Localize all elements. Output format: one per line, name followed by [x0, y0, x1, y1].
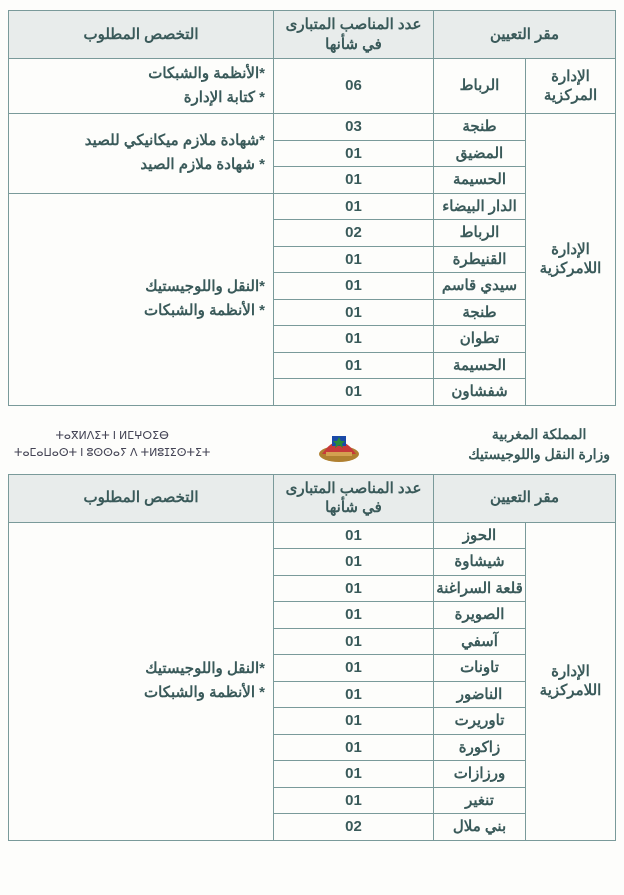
- count-cell: 01: [274, 140, 434, 167]
- country-name: المملكة المغربية: [468, 425, 610, 445]
- count-cell: 01: [274, 575, 434, 602]
- location-cell: الحوز: [434, 522, 526, 549]
- table-row: الإدارة اللامركزيةالحوز01*النقل واللوجيس…: [9, 522, 616, 549]
- location-cell: المضيق: [434, 140, 526, 167]
- spec-cell: *النقل واللوجيستيك* الأنظمة والشبكات: [9, 193, 274, 405]
- count-cell: 01: [274, 193, 434, 220]
- count-cell: 02: [274, 814, 434, 841]
- admin-cell: الإدارة المركزية: [526, 59, 616, 114]
- header-count: عدد المناصب المتبارى في شأنها: [274, 11, 434, 59]
- morocco-emblem-icon: [312, 424, 366, 466]
- location-cell: شيشاوة: [434, 549, 526, 576]
- count-cell: 01: [274, 761, 434, 788]
- count-cell: 01: [274, 522, 434, 549]
- location-cell: آسفي: [434, 628, 526, 655]
- location-cell: الحسيمة: [434, 167, 526, 194]
- location-cell: طنجة: [434, 114, 526, 141]
- spec-cell: *شهادة ملازم ميكانيكي للصيد* شهادة ملازم…: [9, 114, 274, 194]
- location-cell: تطوان: [434, 326, 526, 353]
- location-cell: سيدي قاسم: [434, 273, 526, 300]
- location-cell: الرباط: [434, 220, 526, 247]
- location-cell: القنيطرة: [434, 246, 526, 273]
- count-cell: 01: [274, 628, 434, 655]
- ministry-title-tifinagh: ⵜⴰⴳⵍⴷⵉⵜ ⵏ ⵍⵎⵖⵔⵉⴱ ⵜⴰⵎⴰⵡⴰⵙⵜ ⵏ ⵓⵙⵙⴰⵢ ⴷ ⵜⵍⵓⵊ…: [14, 428, 210, 461]
- location-cell: تاوريرت: [434, 708, 526, 735]
- positions-table-1: مقر التعيين عدد المناصب المتبارى في شأنه…: [8, 10, 616, 406]
- location-cell: الصويرة: [434, 602, 526, 629]
- spec-cell: *الأنظمة والشبكات* كتابة الإدارة: [9, 59, 274, 114]
- tifinagh-line-1: ⵜⴰⴳⵍⴷⵉⵜ ⵏ ⵍⵎⵖⵔⵉⴱ: [14, 428, 210, 445]
- location-cell: قلعة السراغنة: [434, 575, 526, 602]
- location-cell: تنغير: [434, 787, 526, 814]
- location-cell: الرباط: [434, 59, 526, 114]
- count-cell: 01: [274, 787, 434, 814]
- admin-cell: الإدارة اللامركزية: [526, 522, 616, 840]
- count-cell: 01: [274, 602, 434, 629]
- count-cell: 01: [274, 549, 434, 576]
- ministry-name: وزارة النقل واللوجيستيك: [468, 445, 610, 465]
- location-cell: شفشاون: [434, 379, 526, 406]
- location-cell: تاونات: [434, 655, 526, 682]
- ministry-header-band: المملكة المغربية وزارة النقل واللوجيستيك…: [8, 424, 616, 466]
- count-cell: 01: [274, 299, 434, 326]
- count-cell: 01: [274, 326, 434, 353]
- header-location: مقر التعيين: [434, 11, 616, 59]
- header-count: عدد المناصب المتبارى في شأنها: [274, 474, 434, 522]
- header-location: مقر التعيين: [434, 474, 616, 522]
- location-cell: ورزازات: [434, 761, 526, 788]
- spec-cell: *النقل واللوجيستيك* الأنظمة والشبكات: [9, 522, 274, 840]
- positions-table-2: مقر التعيين عدد المناصب المتبارى في شأنه…: [8, 474, 616, 841]
- count-cell: 01: [274, 167, 434, 194]
- location-cell: الحسيمة: [434, 352, 526, 379]
- location-cell: زاكورة: [434, 734, 526, 761]
- count-cell: 01: [274, 681, 434, 708]
- count-cell: 01: [274, 379, 434, 406]
- count-cell: 02: [274, 220, 434, 247]
- table-row: الإدارة المركزيةالرباط06*الأنظمة والشبكا…: [9, 59, 616, 114]
- location-cell: طنجة: [434, 299, 526, 326]
- admin-cell: الإدارة اللامركزية: [526, 114, 616, 406]
- header-spec: التخصص المطلوب: [9, 11, 274, 59]
- ministry-title-ar: المملكة المغربية وزارة النقل واللوجيستيك: [468, 425, 610, 464]
- location-cell: الدار البيضاء: [434, 193, 526, 220]
- header-spec: التخصص المطلوب: [9, 474, 274, 522]
- count-cell: 01: [274, 655, 434, 682]
- tifinagh-line-2: ⵜⴰⵎⴰⵡⴰⵙⵜ ⵏ ⵓⵙⵙⴰⵢ ⴷ ⵜⵍⵓⵊⵉⵙⵜⵉⵜ: [14, 445, 210, 462]
- table-row: الدار البيضاء01*النقل واللوجيستيك* الأنظ…: [9, 193, 616, 220]
- count-cell: 01: [274, 246, 434, 273]
- count-cell: 03: [274, 114, 434, 141]
- count-cell: 01: [274, 734, 434, 761]
- count-cell: 06: [274, 59, 434, 114]
- count-cell: 01: [274, 708, 434, 735]
- location-cell: بني ملال: [434, 814, 526, 841]
- location-cell: الناضور: [434, 681, 526, 708]
- count-cell: 01: [274, 273, 434, 300]
- table-row: الإدارة اللامركزيةطنجة03*شهادة ملازم ميك…: [9, 114, 616, 141]
- count-cell: 01: [274, 352, 434, 379]
